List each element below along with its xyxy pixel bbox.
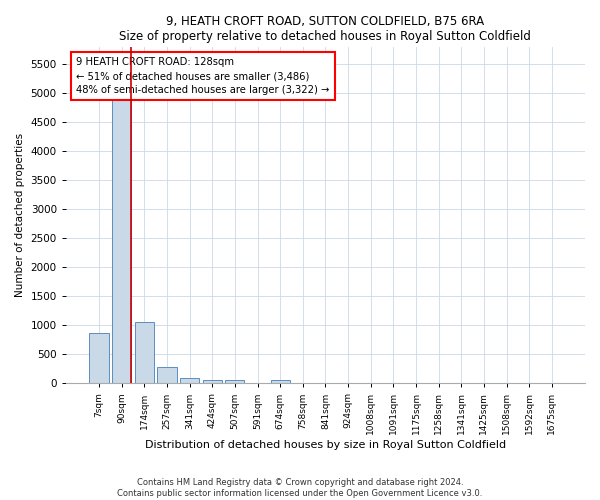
Text: Contains HM Land Registry data © Crown copyright and database right 2024.
Contai: Contains HM Land Registry data © Crown c… xyxy=(118,478,482,498)
Bar xyxy=(180,378,199,384)
Bar xyxy=(157,368,176,384)
Bar xyxy=(225,380,244,384)
Bar xyxy=(203,380,222,384)
Bar xyxy=(89,334,109,384)
X-axis label: Distribution of detached houses by size in Royal Sutton Coldfield: Distribution of detached houses by size … xyxy=(145,440,506,450)
Bar xyxy=(112,64,131,384)
Title: 9, HEATH CROFT ROAD, SUTTON COLDFIELD, B75 6RA
Size of property relative to deta: 9, HEATH CROFT ROAD, SUTTON COLDFIELD, B… xyxy=(119,15,532,43)
Y-axis label: Number of detached properties: Number of detached properties xyxy=(15,133,25,297)
Bar xyxy=(271,380,290,384)
Text: 9 HEATH CROFT ROAD: 128sqm
← 51% of detached houses are smaller (3,486)
48% of s: 9 HEATH CROFT ROAD: 128sqm ← 51% of deta… xyxy=(76,57,329,95)
Bar xyxy=(135,322,154,384)
